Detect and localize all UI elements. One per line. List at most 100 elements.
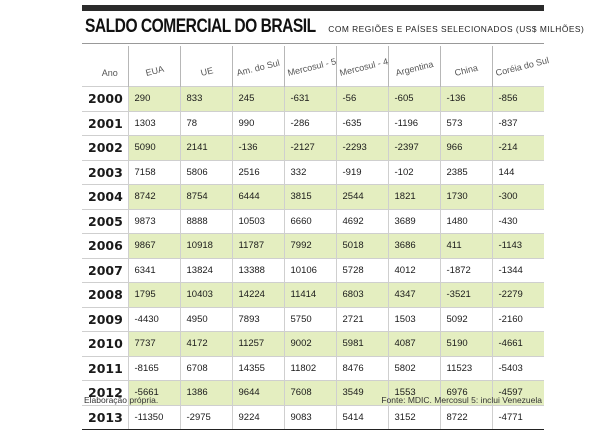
column-header-mercosul-4: Mercosul - 4: [335, 46, 389, 87]
year-cell: 2003: [82, 159, 128, 185]
year-cell: 2001: [82, 110, 128, 136]
value-cell: 13388: [231, 257, 284, 283]
value-cell: -4430: [127, 306, 180, 332]
table-row: 2003 7158 5806 2516 332 -919 -102 2385 144: [82, 159, 544, 185]
value-cell: 10403: [179, 282, 232, 307]
value-cell: 8742: [127, 184, 180, 209]
value-cell: -286: [283, 110, 336, 136]
value-cell: 1821: [387, 184, 440, 209]
value-cell: -8165: [127, 355, 180, 381]
year-cell: 2012: [82, 380, 128, 405]
value-cell: 1386: [179, 380, 232, 405]
year-cell: 2010: [82, 331, 128, 356]
header-row: Ano EUA UE Am. do Sul Mercosul - 5 Merco…: [82, 46, 549, 87]
value-cell: -56: [335, 86, 388, 111]
value-cell: -1143: [491, 233, 544, 258]
column-header-argentina: Argentina: [387, 46, 440, 87]
table-row: 2010 7737 4172 11257 9002 5981 4087 5190 -4661: [82, 331, 544, 356]
value-cell: 5802: [387, 355, 440, 381]
value-cell: 7893: [231, 306, 284, 332]
value-cell: 6660: [283, 208, 336, 234]
value-cell: 6976: [439, 380, 492, 405]
value-cell: 5981: [335, 331, 388, 356]
header-bar: [82, 5, 544, 11]
value-cell: 5806: [179, 159, 232, 185]
value-cell: -136: [439, 86, 492, 111]
table-row: 2000 290 833 245 -631 -56 -605 -136 -856: [82, 86, 544, 111]
title-rule: [82, 43, 544, 44]
table-row: 2007 6341 13824 13388 10106 5728 4012 -1872 -134…: [82, 257, 544, 283]
value-cell: 290: [127, 86, 180, 111]
value-cell: -1872: [439, 257, 492, 283]
value-cell: -2279: [491, 282, 544, 307]
value-cell: -3521: [439, 282, 492, 307]
value-cell: 2141: [179, 135, 232, 160]
value-cell: 4087: [387, 331, 440, 356]
value-cell: 1480: [439, 208, 492, 234]
value-cell: 9644: [231, 380, 284, 405]
value-cell: 6341: [127, 257, 180, 283]
value-cell: 2544: [335, 184, 388, 209]
value-cell: 8888: [179, 208, 232, 234]
column-header-china: China: [439, 46, 492, 87]
column-header-coreia-do-sul: Coréia do Sul: [491, 46, 549, 87]
value-cell: -300: [491, 184, 544, 209]
value-cell: -5661: [127, 380, 180, 405]
value-cell: 14224: [231, 282, 284, 307]
value-cell: -4597: [491, 380, 544, 405]
value-cell: 144: [491, 159, 544, 185]
title-subtitle: COM REGIÕES E PAÍSES SELECIONADOS (US$ M…: [328, 24, 585, 34]
value-cell: 9224: [231, 404, 284, 430]
year-cell: 2002: [82, 135, 128, 160]
value-cell: 2516: [231, 159, 284, 185]
value-cell: 4012: [387, 257, 440, 283]
column-header-ue: UE: [179, 46, 232, 87]
value-cell: 966: [439, 135, 492, 160]
value-cell: -837: [491, 110, 544, 136]
value-cell: 6444: [231, 184, 284, 209]
value-cell: 10503: [231, 208, 284, 234]
value-cell: 5750: [283, 306, 336, 332]
value-cell: 8476: [335, 355, 388, 381]
value-cell: 11414: [283, 282, 336, 307]
value-cell: 833: [179, 86, 232, 111]
value-cell: 10106: [283, 257, 336, 283]
value-cell: 11523: [439, 355, 492, 381]
value-cell: -5403: [491, 355, 544, 381]
value-cell: 4692: [335, 208, 388, 234]
table-row: 2008 1795 10403 14224 11414 6803 4347 -3521 -227…: [82, 282, 544, 307]
value-cell: 5018: [335, 233, 388, 258]
value-cell: 332: [283, 159, 336, 185]
value-cell: 1730: [439, 184, 492, 209]
value-cell: 9867: [127, 233, 180, 258]
value-cell: 3686: [387, 233, 440, 258]
value-cell: -2975: [179, 404, 232, 430]
value-cell: 1503: [387, 306, 440, 332]
year-cell: 2004: [82, 184, 128, 209]
value-cell: 2721: [335, 306, 388, 332]
value-cell: 2385: [439, 159, 492, 185]
year-cell: 2006: [82, 233, 128, 258]
value-cell: -1344: [491, 257, 544, 283]
column-header-year: Ano: [101, 68, 118, 78]
table-row: 2002 5090 2141 -136 -2127 -2293 -2397 966 -214: [82, 135, 544, 160]
value-cell: 1303: [127, 110, 180, 136]
year-cell: 2011: [82, 355, 128, 381]
value-cell: 4347: [387, 282, 440, 307]
value-cell: 4950: [179, 306, 232, 332]
value-cell: 3689: [387, 208, 440, 234]
table-row: 2006 9867 10918 11787 7992 5018 3686 411 -1143: [82, 233, 544, 258]
year-cell: 2008: [82, 282, 128, 307]
value-cell: 1795: [127, 282, 180, 307]
value-cell: -4661: [491, 331, 544, 356]
value-cell: 6803: [335, 282, 388, 307]
column-header-am-do-sul: Am. do Sul: [231, 46, 284, 87]
value-cell: -2397: [387, 135, 440, 160]
value-cell: -2293: [335, 135, 388, 160]
value-cell: 10918: [179, 233, 232, 258]
value-cell: -2127: [283, 135, 336, 160]
table-row: 2013 -11350 -2975 9224 9083 5414 3152 8722 -4771: [82, 404, 544, 430]
value-cell: 7992: [283, 233, 336, 258]
value-cell: 11802: [283, 355, 336, 381]
value-cell: 5092: [439, 306, 492, 332]
